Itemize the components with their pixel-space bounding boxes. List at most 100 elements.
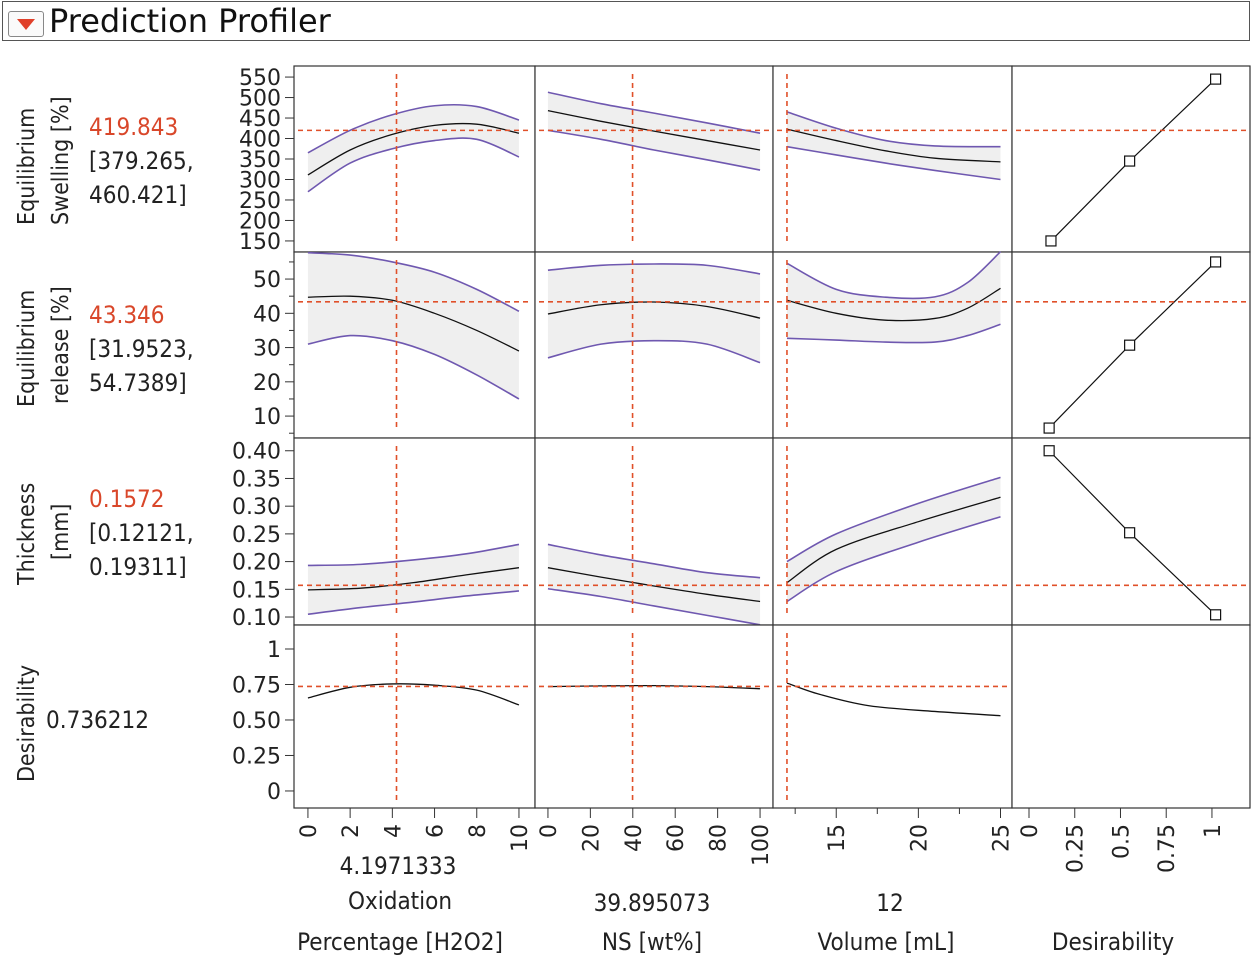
x-tick-label: 10 xyxy=(508,824,533,852)
lower-confidence-curve xyxy=(547,129,761,171)
predicted-value: 419.843 xyxy=(89,113,179,141)
x-tick-label: 100 xyxy=(749,824,774,866)
lower-confidence-curve xyxy=(307,590,520,616)
upper-confidence-curve xyxy=(547,263,761,275)
panel-frame xyxy=(534,624,774,809)
confidence-band xyxy=(786,111,1001,180)
upper-confidence-curve xyxy=(786,111,1001,148)
lower-confidence-curve xyxy=(786,145,1001,181)
x-tick-label: 0.5 xyxy=(1109,824,1134,859)
prediction-trace xyxy=(307,567,520,591)
ci-lower: [31.9523, xyxy=(89,335,194,363)
panel-r1-c2 xyxy=(772,251,1013,439)
x-tick-label: 15 xyxy=(825,824,850,852)
y-tick-label: 0.25 xyxy=(232,523,281,548)
ci-upper: 0.19311] xyxy=(89,553,187,581)
panel-frame xyxy=(772,624,1013,809)
predicted-value: 0.1572 xyxy=(89,485,165,513)
y-tick-label: 550 xyxy=(239,66,281,91)
response-value-release: 43.346 [31.9523, 54.7389] xyxy=(89,298,194,400)
prediction-trace xyxy=(307,683,520,706)
x-tick-label: 6 xyxy=(424,824,449,838)
y-tick-label: 0.10 xyxy=(232,606,281,631)
factor-label-volume: Volume [mL] xyxy=(817,928,955,956)
y-tick-label: 150 xyxy=(239,230,281,255)
panel-r2-c0 xyxy=(293,437,536,626)
x-tick-label: 80 xyxy=(707,824,732,852)
factor-label-ns: NS [wt%] xyxy=(601,928,703,956)
ci-lower: [0.12121, xyxy=(89,519,194,547)
x-tick-label: 1 xyxy=(1201,824,1226,838)
prediction-trace xyxy=(786,496,1001,584)
factor-label-oxidation-1: Oxidation xyxy=(347,887,453,915)
panel-r3-c1 xyxy=(534,624,774,809)
y-tick-label: 0.30 xyxy=(232,495,281,520)
panel-r3-c2 xyxy=(772,624,1013,809)
ci-lower: [379.265, xyxy=(89,147,194,175)
panel-r2-c1 xyxy=(534,437,774,626)
y-tick-label: 350 xyxy=(239,148,281,173)
desirability-handle xyxy=(1210,256,1222,268)
x-tick-label: 2 xyxy=(339,824,364,838)
upper-confidence-curve xyxy=(307,251,520,312)
confidence-band xyxy=(307,252,519,399)
panel-r3-c3 xyxy=(1011,624,1251,809)
response-value-desirability: 0.736212 xyxy=(46,706,149,734)
y-tick-label: 0.20 xyxy=(232,551,281,576)
panel-r0-c0 xyxy=(293,65,536,253)
factor-label-oxidation-2: Percentage [H2O2] xyxy=(297,928,503,956)
confidence-band xyxy=(547,544,761,625)
desirability-handle xyxy=(1124,339,1136,351)
x-tick-label: 0 xyxy=(1018,824,1043,838)
x-tick-label: 25 xyxy=(990,824,1015,852)
prediction-trace xyxy=(307,122,520,176)
factor-label-desirability: Desirability xyxy=(1051,928,1175,956)
factor-value-volume[interactable]: 12 xyxy=(876,889,904,917)
y-tick-label: 500 xyxy=(239,87,281,112)
panel-r1-c3 xyxy=(1011,251,1251,439)
desirability-handle xyxy=(1043,445,1055,457)
x-tick-label: 20 xyxy=(907,824,932,852)
profiler-title: Prediction Profiler xyxy=(49,2,331,40)
panel-r0-c2 xyxy=(772,65,1013,253)
x-tick-label: 8 xyxy=(466,824,491,838)
y-tick-label: 1 xyxy=(267,638,281,663)
desirability-handle xyxy=(1124,155,1136,167)
confidence-band xyxy=(786,251,1001,343)
panel-r1-c0 xyxy=(293,251,536,439)
x-tick-label: 0.25 xyxy=(1064,824,1089,873)
factor-value-oxidation[interactable]: 4.1971333 xyxy=(339,852,457,880)
lower-confidence-curve xyxy=(547,339,761,364)
y-tick-label: 30 xyxy=(253,337,281,362)
upper-confidence-curve xyxy=(307,103,520,154)
y-tick-label: 0 xyxy=(267,780,281,805)
lower-confidence-curve xyxy=(786,515,1001,603)
panel-r2-c3 xyxy=(1011,437,1251,626)
prediction-trace xyxy=(786,682,1001,717)
response-value-swelling: 419.843 [379.265, 460.421] xyxy=(89,110,194,212)
upper-confidence-curve xyxy=(786,476,1001,563)
upper-confidence-curve xyxy=(307,543,520,567)
confidence-band xyxy=(547,263,761,363)
profiler-header: Prediction Profiler xyxy=(2,1,1250,41)
lower-confidence-curve xyxy=(786,323,1001,344)
desirability-handle xyxy=(1045,235,1057,247)
y-tick-label: 200 xyxy=(239,209,281,234)
red-triangle-menu-icon[interactable] xyxy=(8,11,44,37)
response-value-thickness: 0.1572 [0.12121, 0.19311] xyxy=(89,482,194,584)
x-tick-label: 0 xyxy=(297,824,322,838)
y-tick-label: 0.25 xyxy=(232,744,281,769)
factor-value-ns[interactable]: 39.895073 xyxy=(593,889,711,917)
x-tick-label: 0.75 xyxy=(1155,824,1180,873)
y-tick-label: 0.40 xyxy=(232,440,281,465)
y-tick-label: 20 xyxy=(253,371,281,396)
y-tick-label: 40 xyxy=(253,302,281,327)
lower-confidence-curve xyxy=(547,587,761,626)
panel-r1-c1 xyxy=(534,251,774,439)
panel-r0-c3 xyxy=(1011,65,1251,253)
desirability-handle xyxy=(1043,422,1055,434)
desirability-handle xyxy=(1210,609,1222,621)
x-tick-label: 20 xyxy=(579,824,604,852)
upper-confidence-curve xyxy=(547,91,761,134)
prediction-trace xyxy=(547,567,761,603)
